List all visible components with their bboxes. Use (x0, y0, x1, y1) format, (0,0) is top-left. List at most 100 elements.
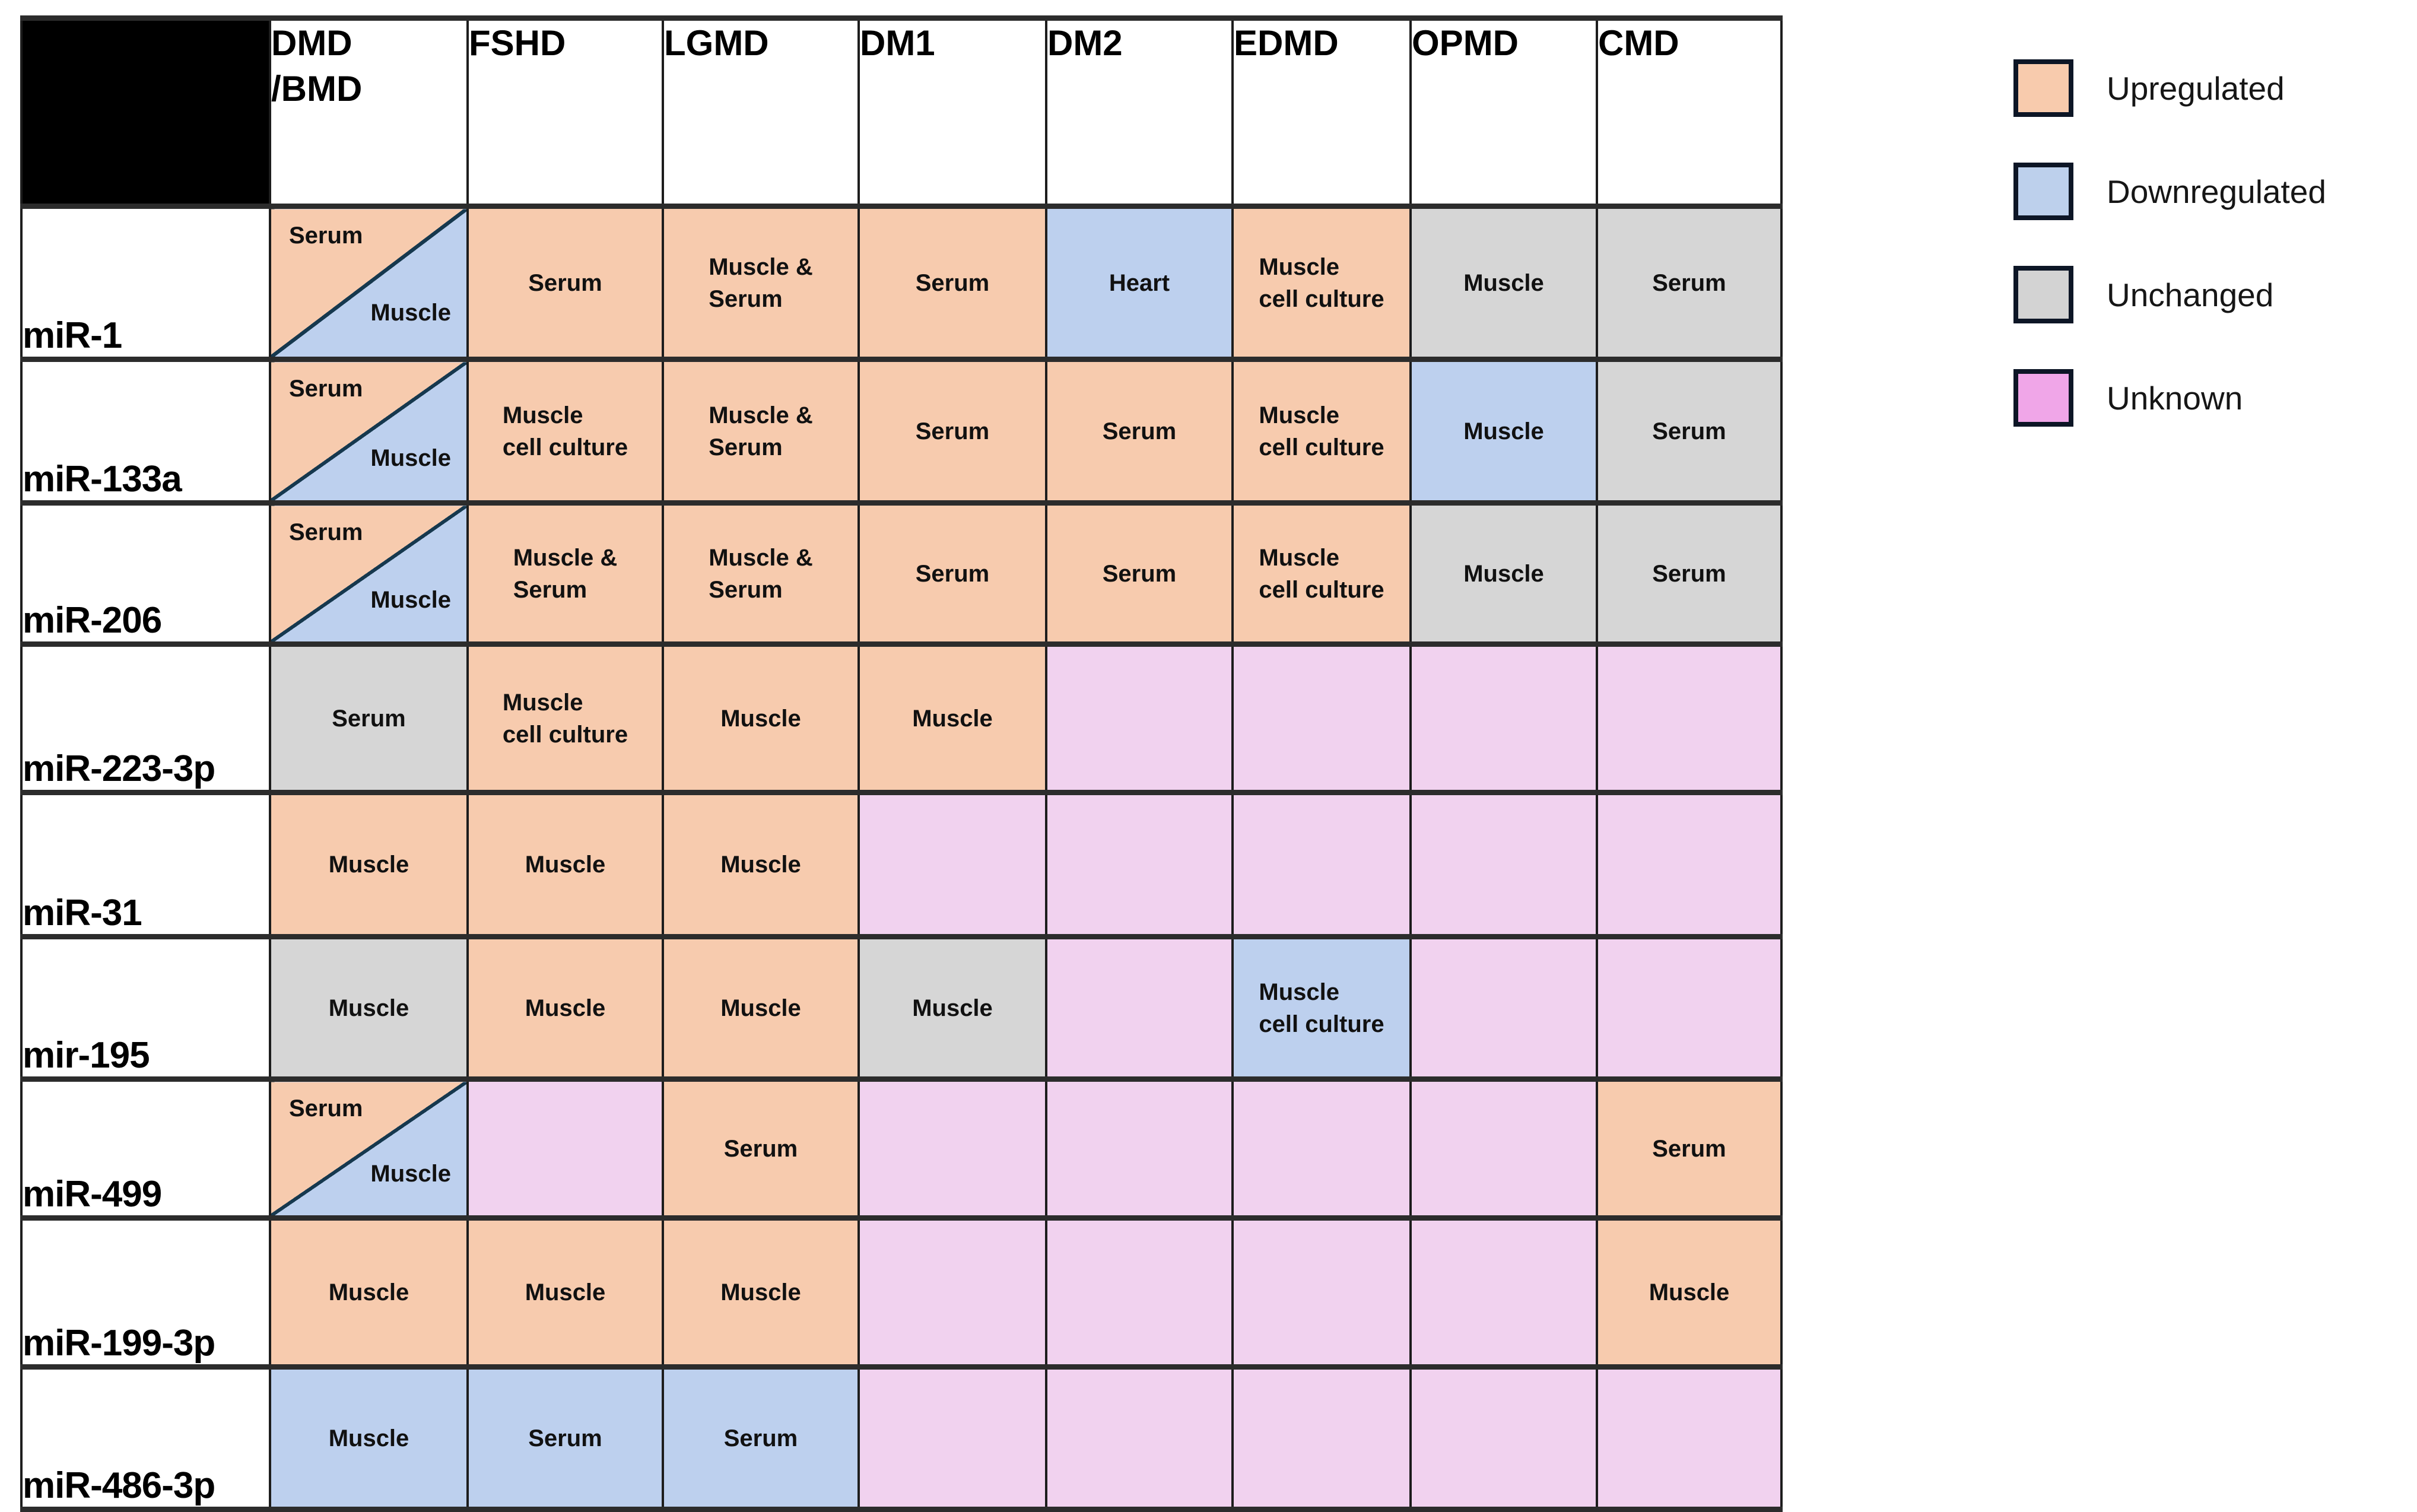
cell-text: Serum (528, 269, 602, 296)
column-header-cmd: CMD (1596, 15, 1783, 209)
split-cell-bottom-text: Muscle (370, 586, 451, 613)
row-label-text: miR-206 (23, 600, 162, 641)
split-cell-top-text: Serum (289, 223, 363, 249)
table-row: miR-206 Serum Muscle Muscle & Serum Muscle &… (20, 500, 1783, 647)
cell (1231, 1364, 1412, 1512)
cell-text: Muscle (720, 705, 801, 732)
cell (1409, 1364, 1598, 1512)
cell-text: Serum (723, 1425, 798, 1451)
cell: Muscle & Serum (466, 500, 664, 647)
cell: Serum Muscle (269, 357, 469, 506)
row-label-mir-133a: miR-133a (20, 357, 271, 506)
cell-text: Serum (1652, 560, 1726, 587)
cell-text: Serum (528, 1425, 602, 1451)
column-header-dm1: DM1 (857, 15, 1047, 209)
cell-text: Heart (1109, 269, 1170, 296)
cell: Serum (857, 204, 1047, 362)
cell-text: Muscle (525, 995, 606, 1021)
legend-item-unchanged: Unchanged (2013, 266, 2326, 323)
column-header-dm2: DM2 (1045, 15, 1234, 209)
cell (1409, 934, 1598, 1082)
split-cell-bottom-text: Muscle (370, 1161, 451, 1187)
cell-text: Serum (1652, 418, 1726, 444)
cell: Muscle (662, 641, 860, 795)
cell (1045, 641, 1234, 795)
cell (1409, 641, 1598, 795)
cell (1045, 1215, 1234, 1370)
cell (857, 1076, 1047, 1221)
row-label-mir-223-3p: miR-223-3p (20, 641, 271, 795)
cell-text: Muscle (1649, 1279, 1730, 1305)
table-row: miR-223-3p Serum Muscle cell culture Muscle… (20, 641, 1783, 795)
column-header-label: OPMD (1412, 23, 1519, 63)
cell-text: Serum (1102, 418, 1177, 444)
cell: Muscle (269, 1364, 469, 1512)
cell: Muscle (1409, 204, 1598, 362)
legend-item-unknown: Unknown (2013, 369, 2326, 427)
cell: Muscle (662, 934, 860, 1082)
cell: Muscle (466, 790, 664, 939)
cell: Serum (1045, 500, 1234, 647)
column-header-label: DM2 (1047, 23, 1123, 63)
cell-text: Serum (915, 418, 990, 444)
cell: Muscle cell culture (1231, 357, 1412, 506)
column-header-label: DM1 (860, 23, 935, 63)
legend-item-downregulated: Downregulated (2013, 163, 2326, 220)
column-header-lgmd: LGMD (662, 15, 860, 209)
legend-swatch (2013, 369, 2073, 427)
cell: Serum (1596, 357, 1783, 506)
column-header-label: DMD /BMD (271, 23, 363, 109)
cell (1045, 1076, 1234, 1221)
cell: Muscle (662, 1215, 860, 1370)
cell (1409, 790, 1598, 939)
cell-text: Muscle cell culture (502, 402, 628, 460)
cell-text: Muscle (720, 995, 801, 1021)
cell: Muscle (662, 790, 860, 939)
row-label-text: miR-223-3p (23, 748, 215, 789)
cell: Muscle (1409, 357, 1598, 506)
cell-text: Muscle (912, 705, 993, 732)
table-row: miR-1 Serum Muscle Serum Muscle & Serum Serum… (20, 204, 1783, 362)
cell: Muscle (269, 1215, 469, 1370)
cell-text: Muscle cell culture (1259, 979, 1384, 1037)
split-cell-bottom-text: Muscle (370, 444, 451, 471)
column-header-opmd: OPMD (1409, 15, 1598, 209)
cell-text: Muscle (912, 995, 993, 1021)
row-label-mir-206: miR-206 (20, 500, 271, 647)
row-label-text: miR-199-3p (23, 1323, 215, 1364)
cell: Muscle (857, 934, 1047, 1082)
cell-text: Muscle cell culture (502, 689, 628, 748)
cell-text: Muscle (720, 852, 801, 878)
corner-cell (20, 15, 271, 209)
cell-text: Muscle & Serum (709, 544, 813, 603)
table-row: miR-499 Serum Muscle Serum Serum (20, 1076, 1783, 1221)
cell-text: Serum (1652, 1135, 1726, 1162)
cell-text: Muscle (525, 852, 606, 878)
legend-label: Upregulated (2107, 69, 2285, 107)
legend-swatch (2013, 266, 2073, 323)
cell (1409, 1076, 1598, 1221)
row-label-mir-31: miR-31 (20, 790, 271, 939)
legend-swatch (2013, 59, 2073, 117)
row-label-mir-499: miR-499 (20, 1076, 271, 1221)
column-header-label: LGMD (664, 23, 769, 63)
column-header-fshd: FSHD (466, 15, 664, 209)
cell (1409, 1215, 1598, 1370)
cell-text: Muscle (720, 1279, 801, 1305)
column-header-dmd-bmd: DMD /BMD (269, 15, 469, 209)
legend-label: Downregulated (2107, 173, 2326, 210)
row-label-mir-486-3p: miR-486-3p (20, 1364, 271, 1512)
table-row: mir-195 Muscle Muscle Muscle Muscle Muscle ce… (20, 934, 1783, 1082)
table-row: miR-486-3p Muscle Serum Serum (20, 1364, 1783, 1512)
cell: Serum (466, 204, 664, 362)
cell: Muscle cell culture (1231, 500, 1412, 647)
legend-item-upregulated: Upregulated (2013, 59, 2326, 117)
cell: Muscle (269, 790, 469, 939)
split-cell-top-text: Serum (289, 376, 363, 402)
cell-text: Muscle cell culture (1259, 544, 1384, 603)
cell: Muscle & Serum (662, 204, 860, 362)
column-header-edmd: EDMD (1231, 15, 1412, 209)
row-label-mir-199-3p: miR-199-3p (20, 1215, 271, 1370)
cell-text: Serum (915, 269, 990, 296)
cell-text: Serum (915, 560, 990, 587)
